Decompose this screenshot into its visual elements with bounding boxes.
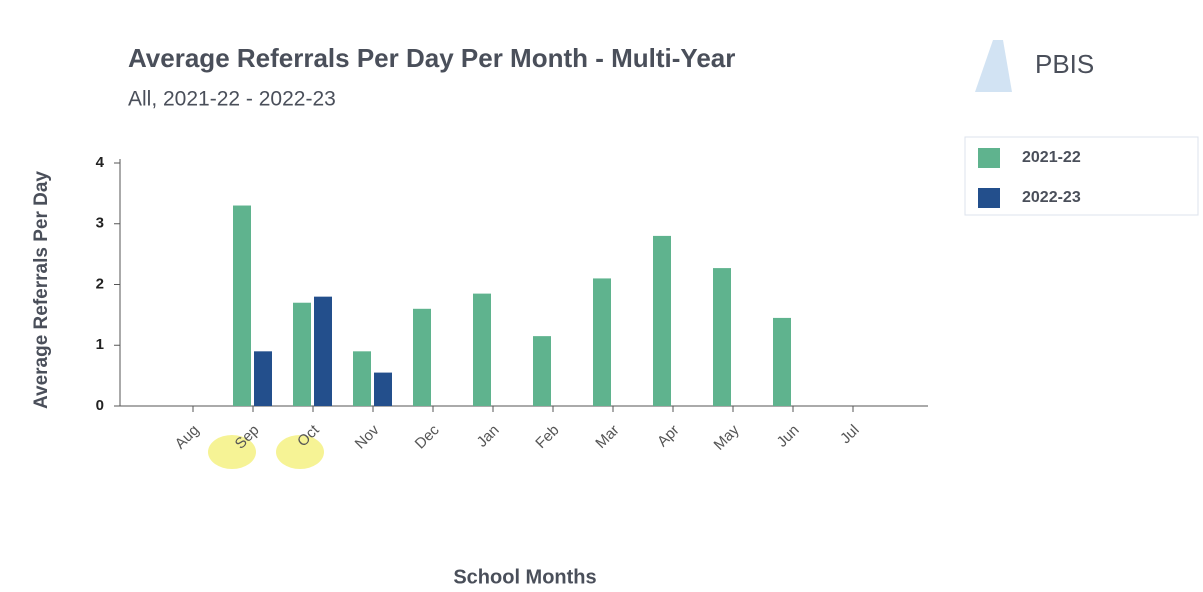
y-tick-label: 1	[96, 336, 104, 353]
legend-label: 2021-22	[1022, 149, 1081, 166]
bar	[593, 278, 611, 406]
x-tick-label: Jun	[774, 422, 803, 451]
bar	[353, 351, 371, 406]
bar	[374, 372, 392, 406]
legend-label: 2022-23	[1022, 189, 1081, 206]
legend-swatch	[978, 148, 1000, 168]
x-tick-label: Apr	[654, 422, 683, 451]
chart-subtitle: All, 2021-22 - 2022-23	[128, 88, 336, 111]
x-tick-label: Feb	[532, 422, 562, 452]
legend-box	[964, 136, 1199, 216]
y-tick-label: 3	[96, 215, 104, 232]
bar	[254, 351, 272, 406]
bar	[713, 268, 731, 406]
x-tick-label: Aug	[172, 422, 203, 453]
x-tick-label: Mar	[592, 422, 622, 452]
chart-title: Average Referrals Per Day Per Month - Mu…	[128, 43, 735, 73]
highlight	[276, 435, 324, 469]
logo-text: PBIS	[1035, 49, 1094, 79]
highlight	[208, 435, 256, 469]
bar	[233, 205, 251, 406]
bar	[653, 235, 671, 406]
y-tick-label: 0	[96, 397, 104, 414]
x-tick-label: May	[711, 421, 743, 453]
x-tick-label: Jul	[837, 422, 863, 448]
x-axis-label: School Months	[453, 566, 596, 588]
bar	[293, 302, 311, 406]
x-tick-label: Dec	[412, 421, 443, 452]
bar	[413, 308, 431, 406]
bar	[473, 293, 491, 406]
bar	[314, 296, 332, 406]
bar	[533, 336, 551, 406]
x-tick-label: Nov	[352, 421, 383, 452]
bar	[773, 317, 791, 406]
y-tick-label: 2	[96, 275, 104, 292]
logo-icon	[975, 40, 1012, 92]
y-tick-label: 4	[96, 154, 105, 171]
legend-swatch	[978, 188, 1000, 208]
y-axis-label: Average Referrals Per Day	[31, 171, 52, 409]
x-tick-label: Jan	[474, 422, 503, 451]
